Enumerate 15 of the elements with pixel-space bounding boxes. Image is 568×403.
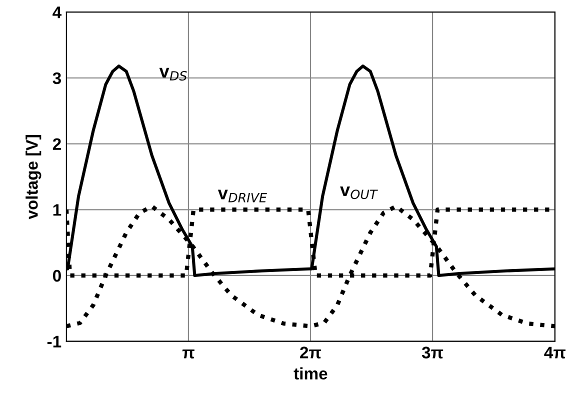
series-label: v$_{OUT}$ [340,186,378,200]
y-tick-label: 4 [52,6,62,18]
y-tick-label: 1 [53,204,62,216]
x-axis-title: time [294,367,328,380]
y-tick-label: -1 [47,336,62,348]
series-label: v$_{DRIVE}$ [218,190,267,202]
series-label: v$_{DS}$ [159,68,187,81]
x-tick-label: 4π [544,346,566,358]
y-axis-title: voltage [V] [26,135,42,220]
y-tick-label: 3 [52,72,61,84]
y-tick-label: 0 [52,270,61,282]
x-tick-label: 3π [422,346,444,358]
x-tick-label: 2π [300,346,322,358]
y-tick-label: 2 [52,138,61,150]
x-tick-label: π [182,349,194,358]
